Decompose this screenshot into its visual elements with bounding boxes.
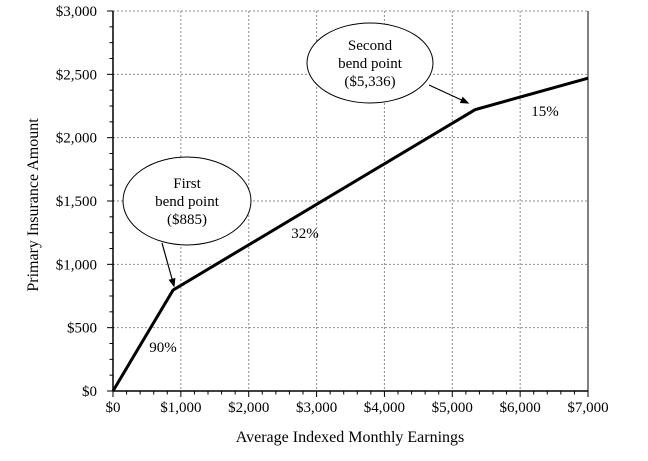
y-tick-label: $2,500 <box>56 67 97 83</box>
callout-text-line: bend point <box>338 56 403 72</box>
callout-ellipse <box>122 156 252 246</box>
y-tick-label: $0 <box>82 384 97 400</box>
x-tick-label: $1,000 <box>160 400 201 416</box>
x-axis-title: Average Indexed Monthly Earnings <box>236 429 465 446</box>
second-bend-callout: Second bend point ($5,336) <box>306 22 470 104</box>
callout-arrow <box>428 84 470 104</box>
callout-text-line: First <box>173 176 201 192</box>
x-tick-label: $0 <box>106 400 121 416</box>
callout-arrow <box>161 242 176 288</box>
y-tick-label: $2,000 <box>56 131 97 147</box>
pia-series-line <box>111 76 589 392</box>
tick-labels: $0 $1,000 $2,000 $3,000 $4,000 $5,000 $6,000 $7… <box>56 4 609 416</box>
first-bend-callout: First bend point ($885) <box>122 156 252 288</box>
x-tick-label: $5,000 <box>432 400 473 416</box>
callout-text-line: ($885) <box>167 212 207 228</box>
segment-rate-labels: 90% 32% 15% <box>149 104 559 356</box>
callout-text-line: Second <box>348 38 393 54</box>
y-axis-title: Primary Insurance Amount <box>25 118 42 292</box>
plot-frame <box>112 11 589 392</box>
callout-ellipse <box>306 22 434 104</box>
x-tick-label: $4,000 <box>364 400 405 416</box>
callout-text-line: bend point <box>155 194 220 210</box>
segment-rate-label: 32% <box>291 226 319 242</box>
y-tick-label: $3,000 <box>56 4 97 20</box>
y-tick-label: $1,000 <box>56 257 97 273</box>
segment-rate-label: 90% <box>149 340 177 356</box>
x-tick-label: $7,000 <box>567 400 608 416</box>
y-tick-label: $500 <box>67 321 97 337</box>
y-tick-label: $1,500 <box>56 194 97 210</box>
x-tick-label: $3,000 <box>296 400 337 416</box>
x-tick-label: $6,000 <box>500 400 541 416</box>
callout-annotations: First bend point ($885) Second bend point ($5… <box>122 22 470 288</box>
callout-text-line: ($5,336) <box>344 74 395 90</box>
segment-rate-label: 15% <box>531 104 559 120</box>
x-tick-label: $2,000 <box>228 400 269 416</box>
